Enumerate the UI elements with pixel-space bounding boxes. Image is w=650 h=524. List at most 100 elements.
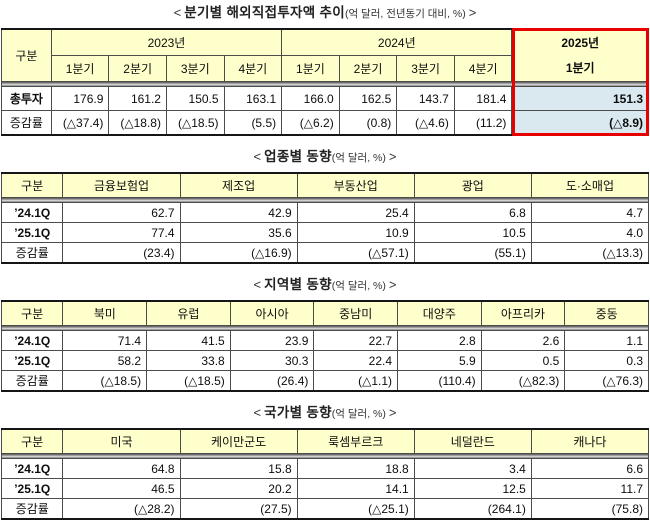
- value-cell: 10.5: [413, 222, 532, 243]
- value-cell: 161.2: [108, 86, 167, 111]
- bracket-open: <: [173, 5, 182, 20]
- header-row: 구분 북미 유럽 아시아 중남미 대양주 아프리카 중동: [0, 300, 649, 326]
- table-row: ’25.1Q 77.4 35.6 10.9 10.5 4.0: [0, 222, 650, 243]
- value-cell: 58.2: [62, 350, 148, 371]
- section-quarterly: < 분기별 해외직접투자액 추이(억 달러, 전년동기 대비, %) > 구분 202…: [1, 5, 649, 136]
- value-cell: 2.6: [480, 330, 566, 351]
- title-main: 국가별 동향: [264, 405, 332, 420]
- value-cell: (△57.1): [296, 242, 415, 264]
- col-header: 3분기: [396, 55, 455, 82]
- section-region: < 지역별 동향(억 달러, %) > 구분 북미 유럽 아시아 중남미 대양주 아프리카 중동 ’…: [0, 277, 649, 392]
- value-cell: (△18.5): [165, 110, 225, 136]
- row-label: 총투자: [1, 86, 52, 111]
- row-label: ’24.1Q: [0, 330, 64, 351]
- col-header: 2023년: [50, 28, 283, 56]
- table-row: ’25.1Q 46.5 20.2 14.1 12.5 11.7: [0, 478, 650, 499]
- value-cell: (△18.8): [108, 110, 167, 136]
- row-label: 증감률: [0, 242, 64, 264]
- value-cell: 33.8: [146, 350, 231, 371]
- header-row: 구분 2023년 2024년 2025년 1분기: [1, 28, 649, 82]
- table-row: ’24.1Q 62.7 42.9 25.4 6.8 4.7: [0, 202, 650, 223]
- value-cell: 20.2: [179, 478, 298, 499]
- table-title-region: < 지역별 동향(억 달러, %) >: [1, 277, 649, 294]
- value-cell: 0.3: [564, 350, 649, 371]
- value-cell: (110.4): [397, 370, 482, 392]
- value-cell: 163.1: [223, 86, 283, 111]
- col-header: 구분: [1, 28, 52, 82]
- value-cell: 4.0: [530, 222, 650, 243]
- col-header: 구분: [0, 172, 64, 198]
- title-unit: (억 달러, %): [331, 280, 386, 292]
- value-cell: (△18.5): [146, 370, 231, 392]
- col-header: 1분기: [50, 55, 110, 82]
- row-label: 증감률: [1, 110, 52, 136]
- bracket-open: <: [253, 149, 262, 164]
- value-cell: (0.8): [338, 110, 398, 136]
- value-cell: 143.7: [396, 86, 455, 111]
- section-country: < 국가별 동향(억 달러, %) > 구분 미국 케이만군도 룩셈부르크 네덜란드 캐나다 ’…: [0, 405, 650, 520]
- header-double-line: [1, 325, 649, 331]
- table-row: 증감률 (△37.4) (△18.8) (△18.5) (5.5) (△6.2) (0.8)…: [1, 110, 649, 136]
- value-cell: (△13.3): [530, 242, 650, 264]
- value-cell: (23.4): [62, 242, 181, 264]
- bracket-close: >: [388, 405, 397, 420]
- col-header-line: 2025년: [561, 35, 600, 50]
- col-header: 2025년 1분기: [511, 28, 649, 82]
- by-country-trend-table: 구분 미국 케이만군도 룩셈부르크 네덜란드 캐나다 ’24.1Q 64.8 15.8 18.8 3…: [0, 428, 650, 520]
- title-main: 지역별 동향: [264, 277, 332, 292]
- header-double-line: [1, 453, 649, 459]
- value-cell: 25.4: [296, 202, 415, 223]
- row-label: ’24.1Q: [0, 458, 64, 479]
- col-header: 룩셈부르크: [296, 428, 415, 454]
- col-header: 금융보험업: [62, 172, 181, 198]
- col-header: 도·소매업: [530, 172, 650, 198]
- col-header: 제조업: [179, 172, 298, 198]
- col-header: 네덜란드: [413, 428, 532, 454]
- value-cell: (△6.2): [281, 110, 340, 136]
- value-cell: (△16.9): [179, 242, 298, 264]
- bracket-open: <: [253, 405, 262, 420]
- by-industry-trend-table: 구분 금융보험업 제조업 부동산업 광업 도·소매업 ’24.1Q 62.7 42.9 25.4 6…: [0, 172, 650, 264]
- value-cell: 6.6: [530, 458, 650, 479]
- table-title-industry: < 업종별 동향(억 달러, %) >: [1, 149, 649, 166]
- row-label: ’24.1Q: [0, 202, 64, 223]
- value-cell: 1.1: [564, 330, 649, 351]
- value-cell: 162.5: [338, 86, 398, 111]
- value-cell: (5.5): [223, 110, 283, 136]
- header-row: 1분기 2분기 3분기 4분기 1분기 2분기 3분기 4분기: [2, 55, 649, 82]
- value-cell: 11.7: [530, 478, 650, 499]
- col-header: 광업: [413, 172, 532, 198]
- value-cell: 30.3: [229, 350, 315, 371]
- value-cell: 151.3: [511, 86, 649, 111]
- col-header: 아프리카: [480, 300, 566, 326]
- value-cell: 22.7: [313, 330, 399, 351]
- header-double-line: [1, 197, 649, 203]
- value-cell: 12.5: [413, 478, 532, 499]
- value-cell: 41.5: [146, 330, 231, 351]
- by-region-trend-table: 구분 북미 유럽 아시아 중남미 대양주 아프리카 중동 ’24.1Q 71.4 41.5 23.9 2…: [0, 300, 649, 392]
- value-cell: (△8.9): [511, 110, 649, 136]
- value-cell: (△37.4): [50, 110, 110, 136]
- value-cell: (△1.1): [313, 370, 399, 392]
- value-cell: 77.4: [62, 222, 181, 243]
- col-header: 1분기: [281, 55, 340, 82]
- value-cell: 23.9: [229, 330, 315, 351]
- table-row: ’24.1Q 64.8 15.8 18.8 3.4 6.6: [0, 458, 650, 479]
- table-title-quarterly: < 분기별 해외직접투자액 추이(억 달러, 전년동기 대비, %) >: [1, 5, 649, 22]
- title-unit: (억 달러, %): [331, 408, 386, 420]
- col-header: 북미: [62, 300, 148, 326]
- col-header: 대양주: [397, 300, 482, 326]
- value-cell: 181.4: [453, 86, 513, 111]
- col-header: 4분기: [453, 55, 513, 82]
- value-cell: 3.4: [413, 458, 532, 479]
- quarterly-investment-trend-table: 구분 2023년 2024년 2025년 1분기 1분기 2분기 3분기 4분기 1분기 2분기 3분…: [1, 28, 649, 136]
- col-header: 2분기: [338, 55, 398, 82]
- table-country-wrap: 구분 미국 케이만군도 룩셈부르크 네덜란드 캐나다 ’24.1Q 64.8 15.8 18.8 3…: [0, 428, 650, 520]
- value-cell: 150.5: [165, 86, 225, 111]
- col-header: 유럽: [146, 300, 231, 326]
- table-row: 증감률 (△18.5) (△18.5) (26.4) (△1.1) (110.4) (△82…: [0, 370, 649, 392]
- value-cell: 0.5: [480, 350, 566, 371]
- header-double-line: [1, 81, 649, 87]
- table-row: 총투자 176.9 161.2 150.5 163.1 166.0 162.5 143.7 18…: [1, 86, 649, 111]
- col-header: 4분기: [223, 55, 283, 82]
